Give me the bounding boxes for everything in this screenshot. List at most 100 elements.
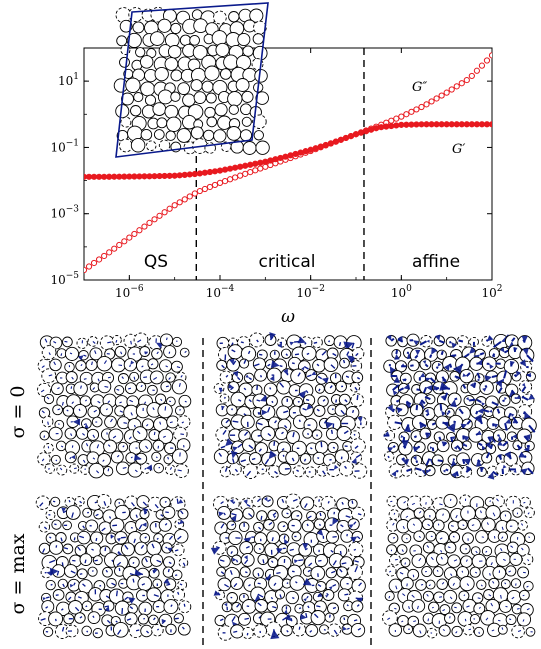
- displacement-arrow: [303, 458, 307, 462]
- displacement-wedge: [391, 470, 397, 477]
- displacement-arrow: [329, 458, 332, 461]
- displacement-arrow: [332, 560, 337, 566]
- displacement-arrow: [43, 435, 46, 438]
- displacement-arrow: [329, 385, 333, 389]
- displacement-arrow: [116, 561, 122, 566]
- displacement-arrow: [164, 500, 167, 503]
- displacement-wedge: [439, 381, 450, 391]
- displacement-wedge: [451, 471, 457, 478]
- displacement-arrow: [357, 513, 362, 516]
- displacement-arrow: [177, 521, 180, 525]
- displacement-wedge: [484, 375, 492, 382]
- displacement-arrow: [466, 605, 470, 608]
- displacement-arrow: [428, 468, 432, 472]
- displacement-wedge: [300, 613, 307, 620]
- displacement-arrow: [477, 459, 481, 463]
- displacement-arrow: [398, 387, 404, 392]
- displacement-wedge: [401, 459, 410, 466]
- displacement-wedge: [392, 390, 398, 396]
- displacement-arrow: [42, 548, 46, 553]
- displacement-arrow: [304, 503, 308, 508]
- displacement-arrow: [439, 537, 443, 540]
- particle-disk: [276, 380, 291, 395]
- displacement-arrow: [167, 568, 170, 573]
- displacement-arrow: [267, 499, 272, 502]
- displacement-arrow: [79, 573, 83, 575]
- storage-modulus-point: [211, 168, 219, 175]
- loss-modulus-point: [136, 227, 143, 234]
- displacement-arrow: [298, 559, 304, 562]
- displacement-arrow: [105, 408, 108, 411]
- displacement-arrow: [95, 513, 99, 517]
- storage-modulus-point: [221, 166, 229, 173]
- displacement-arrow: [404, 562, 406, 565]
- displacement-arrow: [502, 399, 505, 403]
- displacement-wedge: [437, 362, 442, 367]
- particle-disk: [525, 626, 536, 637]
- loss-modulus-point: [171, 202, 178, 209]
- displacement-arrow: [316, 408, 320, 412]
- displacement-arrow: [258, 526, 262, 530]
- displacement-arrow: [133, 424, 136, 428]
- displacement-arrow: [137, 339, 142, 343]
- displacement-arrow: [217, 592, 221, 596]
- displacement-arrow: [428, 584, 431, 587]
- particle-disk: [130, 105, 142, 117]
- displacement-wedge: [325, 595, 329, 598]
- displacement-arrow: [527, 467, 534, 475]
- displacement-arrow: [298, 607, 302, 610]
- loss-modulus-point: [473, 67, 480, 74]
- particle-disk: [68, 600, 83, 615]
- displacement-wedge: [440, 395, 445, 401]
- displacement-arrow: [70, 386, 73, 389]
- displacement-arrow: [492, 581, 495, 584]
- particle-disk: [235, 78, 250, 92]
- displacement-arrow: [304, 342, 307, 345]
- displacement-arrow: [54, 618, 57, 622]
- displacement-wedge: [316, 529, 324, 536]
- displacement-arrow: [450, 525, 454, 527]
- displacement-arrow: [119, 401, 122, 404]
- particle-disk: [140, 128, 153, 141]
- displacement-arrow: [133, 376, 136, 380]
- loss-modulus-point: [85, 263, 93, 270]
- displacement-arrow: [224, 467, 228, 472]
- loss-modulus-point: [458, 80, 465, 87]
- displacement-arrow: [231, 349, 236, 353]
- displacement-wedge: [325, 421, 334, 429]
- displacement-arrow: [92, 434, 96, 438]
- storage-modulus-point: [176, 172, 183, 179]
- displacement-arrow: [181, 626, 185, 630]
- displacement-arrow: [291, 457, 295, 462]
- displacement-arrow: [115, 620, 118, 623]
- displacement-arrow: [79, 535, 85, 539]
- loss-modulus-point: [84, 266, 88, 274]
- displacement-wedge: [523, 445, 530, 453]
- storage-modulus-point: [252, 160, 259, 167]
- displacement-arrow: [452, 582, 455, 586]
- displacement-wedge: [42, 597, 47, 601]
- displacement-wedge: [492, 353, 496, 358]
- displacement-arrow: [256, 399, 261, 402]
- displacement-wedge: [481, 402, 485, 406]
- displacement-arrow: [279, 594, 282, 599]
- displacement-arrow: [466, 419, 472, 425]
- displacement-arrow: [455, 631, 458, 634]
- displacement-wedge: [141, 522, 147, 527]
- displacement-arrow: [328, 614, 331, 618]
- loss-modulus-point: [221, 177, 229, 185]
- displacement-arrow: [273, 441, 276, 446]
- displacement-arrow: [458, 339, 464, 343]
- displacement-arrow: [231, 616, 236, 622]
- displacement-wedge: [49, 567, 59, 576]
- displacement-arrow: [57, 387, 60, 390]
- displacement-arrow: [405, 515, 409, 518]
- displacement-arrow: [232, 360, 237, 366]
- loss-modulus-point: [90, 259, 98, 267]
- displacement-arrow: [129, 364, 131, 368]
- loss-modulus-point: [226, 176, 234, 183]
- displacement-arrow: [119, 410, 124, 413]
- displacement-arrow: [306, 374, 312, 378]
- displacement-arrow: [521, 386, 527, 393]
- displacement-arrow: [303, 365, 309, 370]
